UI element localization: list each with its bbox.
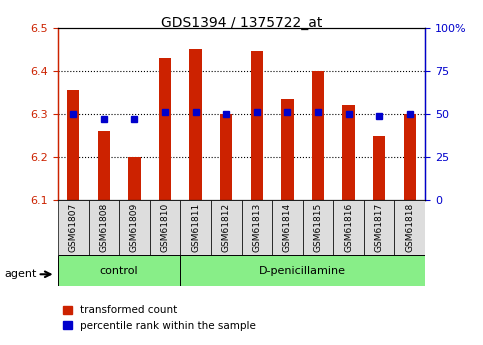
FancyBboxPatch shape	[242, 200, 272, 255]
FancyBboxPatch shape	[88, 200, 119, 255]
FancyBboxPatch shape	[119, 200, 150, 255]
Bar	[67, 90, 79, 200]
Bar	[128, 157, 141, 200]
Text: GSM61807: GSM61807	[69, 203, 78, 252]
Text: GSM61811: GSM61811	[191, 203, 200, 252]
FancyBboxPatch shape	[364, 200, 395, 255]
Text: GSM61817: GSM61817	[375, 203, 384, 252]
Text: agent: agent	[5, 269, 37, 279]
Text: GSM61808: GSM61808	[99, 203, 108, 252]
FancyBboxPatch shape	[180, 255, 425, 286]
FancyBboxPatch shape	[272, 200, 303, 255]
Text: D-penicillamine: D-penicillamine	[259, 266, 346, 276]
Text: GSM61818: GSM61818	[405, 203, 414, 252]
Bar	[159, 58, 171, 200]
Bar	[189, 49, 202, 200]
Text: GSM61810: GSM61810	[160, 203, 170, 252]
Legend: transformed count, percentile rank within the sample: transformed count, percentile rank withi…	[63, 305, 256, 331]
Bar	[342, 105, 355, 200]
Text: GSM61813: GSM61813	[252, 203, 261, 252]
FancyBboxPatch shape	[58, 200, 88, 255]
FancyBboxPatch shape	[180, 200, 211, 255]
Bar	[312, 71, 324, 200]
FancyBboxPatch shape	[333, 200, 364, 255]
Bar	[404, 114, 416, 200]
Bar	[373, 136, 385, 200]
Bar	[281, 99, 294, 200]
Bar	[98, 131, 110, 200]
Text: GSM61809: GSM61809	[130, 203, 139, 252]
Text: GDS1394 / 1375722_at: GDS1394 / 1375722_at	[161, 16, 322, 30]
Text: GSM61815: GSM61815	[313, 203, 323, 252]
Text: GSM61812: GSM61812	[222, 203, 231, 252]
FancyBboxPatch shape	[395, 200, 425, 255]
FancyBboxPatch shape	[303, 200, 333, 255]
FancyBboxPatch shape	[58, 255, 180, 286]
Text: control: control	[100, 266, 139, 276]
Bar	[251, 51, 263, 200]
Bar	[220, 114, 232, 200]
Text: GSM61814: GSM61814	[283, 203, 292, 252]
FancyBboxPatch shape	[150, 200, 180, 255]
FancyBboxPatch shape	[211, 200, 242, 255]
Text: GSM61816: GSM61816	[344, 203, 353, 252]
